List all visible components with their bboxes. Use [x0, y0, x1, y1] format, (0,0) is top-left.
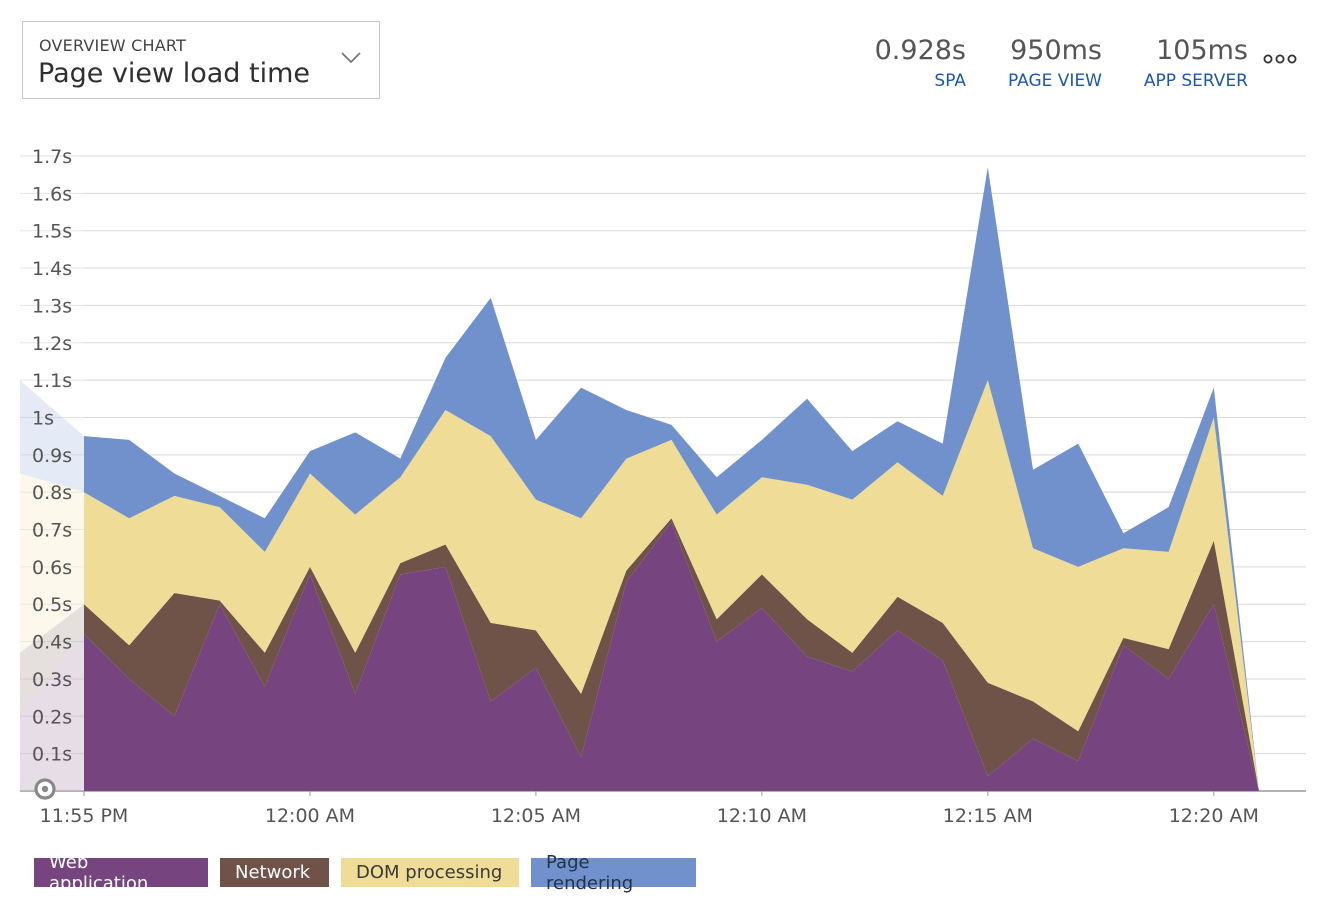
area-dom-processing[interactable] — [84, 380, 1259, 791]
y-tick-label: 0.5s — [32, 594, 72, 616]
y-tick-label: 0.1s — [32, 744, 72, 766]
selection-region[interactable] — [20, 156, 84, 791]
chart-title: Page view load time — [38, 58, 310, 89]
legend-page-rendering[interactable]: Page rendering — [531, 852, 696, 894]
area-web-application[interactable] — [84, 522, 1259, 791]
selection-overlay — [20, 156, 84, 800]
x-tick-label: 12:00 AM — [265, 805, 355, 827]
y-axis-ticks: 0.1s 0.2s 0.3s 0.4s 0.5s 0.6s 0.7s 0.8s 0.9s 1s 1.… — [32, 146, 72, 766]
legend-label: Web application — [49, 851, 149, 894]
y-tick-label: 0.3s — [32, 669, 72, 691]
x-tick-label: 12:15 AM — [943, 805, 1033, 827]
y-tick-label: 1.6s — [32, 183, 72, 205]
summary-spa[interactable]: 0.928s SPA — [872, 34, 966, 94]
y-tick-label: 1.3s — [32, 295, 72, 317]
summary-page-view-value: 950ms — [1010, 35, 1102, 66]
y-tick-label: 1.7s — [32, 146, 72, 168]
area-series-layer — [84, 167, 1259, 791]
y-tick-label: 0.4s — [32, 632, 72, 654]
chart-legend: Web application Network DOM processing P… — [34, 852, 696, 894]
selection-shade-1 — [20, 634, 84, 791]
y-tick-label: 1s — [32, 407, 54, 429]
chevron-down-icon — [341, 52, 361, 64]
y-tick-label: 1.4s — [32, 258, 72, 280]
summary-page-view[interactable]: 950ms PAGE VIEW — [996, 34, 1102, 94]
overview-chart-selector[interactable]: OVERVIEW CHART Page view load time — [22, 21, 380, 99]
area-page-rendering[interactable] — [84, 167, 1259, 791]
summary-app-server-value: 105ms — [1156, 35, 1248, 66]
y-tick-label: 1.1s — [32, 370, 72, 392]
summary-spa-label: SPA — [934, 71, 966, 91]
summary-app-server-label: APP SERVER — [1143, 71, 1248, 91]
legend-label: Page rendering — [546, 851, 634, 894]
selection-shade-3 — [20, 473, 84, 653]
legend-label: DOM processing — [356, 862, 503, 883]
x-tick-label: 12:20 AM — [1169, 805, 1259, 827]
y-tick-label: 0.7s — [32, 520, 72, 542]
summary-page-view-label: PAGE VIEW — [1007, 71, 1102, 91]
legend-web-application[interactable]: Web application — [34, 852, 208, 894]
y-tick-label: 1.5s — [32, 221, 72, 243]
summary-app-server[interactable]: 105ms APP SERVER — [1130, 34, 1248, 94]
more-options-icon[interactable] — [1262, 52, 1298, 66]
legend-network[interactable]: Network — [220, 858, 329, 887]
legend-label: Network — [235, 862, 311, 883]
y-tick-label: 1.2s — [32, 333, 72, 355]
summary-spa-value: 0.928s — [874, 35, 966, 66]
legend-dom-processing[interactable]: DOM processing — [341, 858, 519, 887]
selection-shade-4 — [20, 380, 84, 493]
y-tick-label: 0.8s — [32, 482, 72, 504]
x-tick-label: 11:55 PM — [40, 805, 129, 827]
overview-chart-kicker: OVERVIEW CHART — [39, 36, 186, 55]
y-tick-label: 0.6s — [32, 557, 72, 579]
x-axis-ticks: 11:55 PM 12:00 AM 12:05 AM 12:10 AM 12:15 AM… — [40, 805, 1259, 827]
selection-handle-dot — [41, 785, 49, 793]
y-tick-label: 0.2s — [32, 706, 72, 728]
selection-shade-2 — [20, 604, 84, 713]
x-tick-label: 12:05 AM — [491, 805, 581, 827]
y-tick-label: 0.9s — [32, 445, 72, 467]
x-tick-label: 12:10 AM — [717, 805, 807, 827]
